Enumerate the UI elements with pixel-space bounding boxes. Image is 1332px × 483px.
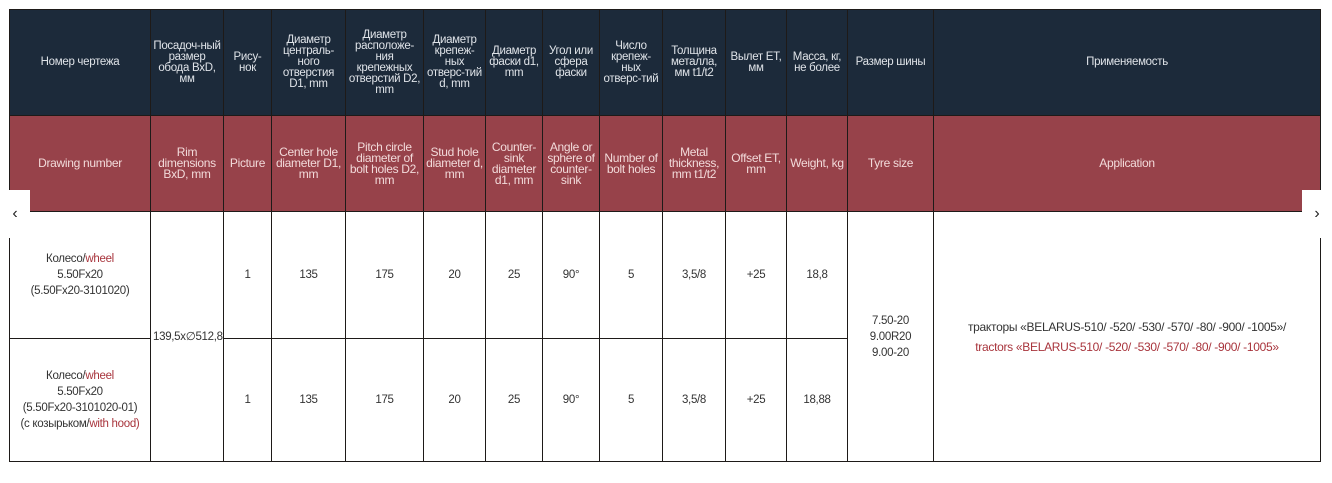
table-row: Колесо/wheel 5.50Fx20 (5.50Fx20-3101020-01…	[9, 338, 1321, 462]
header-en: Tyre size	[847, 115, 934, 212]
header-en: Stud hole diameter d, mm	[423, 115, 486, 212]
header-ru: Вылет ET, мм	[725, 9, 787, 116]
header-ru: Число крепеж-ных отверс-тий	[599, 9, 663, 116]
header-en: Counter-sink diameter d1, mm	[485, 115, 543, 212]
header-en: Angle or sphere of counter-sink	[542, 115, 600, 212]
application: тракторы «BELARUS-510/ -520/ -530/ -570/…	[933, 211, 1321, 462]
header-ru: Масса, кг, не более	[786, 9, 848, 116]
header-en: Drawing number	[9, 115, 151, 212]
stud-hole: 20	[423, 338, 486, 462]
pitch-circle: 175	[345, 338, 424, 462]
header-en: Weight, kg	[786, 115, 848, 212]
bolt-holes: 5	[599, 211, 663, 339]
scroll-left-button[interactable]: ‹	[0, 190, 30, 238]
header-ru: Толщина металла, мм t1/t2	[662, 9, 726, 116]
header-ru: Диаметр крепеж-ных отверс-тий d, mm	[423, 9, 486, 116]
rim-dimensions: 139,5x∅512,8	[150, 211, 224, 462]
tyre-size: 7.50-20 9.00R20 9.00-20	[847, 211, 934, 462]
drawing-number: Колесо/wheel 5.50Fx20 (5.50Fx20-3101020)	[9, 211, 151, 339]
angle: 90°	[542, 211, 600, 339]
picture: 1	[223, 211, 272, 339]
chevron-right-icon: ›	[1314, 205, 1320, 222]
header-en: Application	[933, 115, 1321, 212]
picture: 1	[223, 338, 272, 462]
header-ru: Рису-нок	[223, 9, 272, 116]
offset: +25	[725, 211, 787, 339]
header-ru: Размер шины	[847, 9, 934, 116]
offset: +25	[725, 338, 787, 462]
header-ru: Угол или сфера фаски	[542, 9, 600, 116]
angle: 90°	[542, 338, 600, 462]
center-hole: 135	[271, 211, 346, 339]
header-ru: Диаметр фаски d1, mm	[485, 9, 543, 116]
weight: 18,88	[786, 338, 848, 462]
countersink: 25	[485, 338, 543, 462]
header-en: Rim dimensions BxD, mm	[150, 115, 224, 212]
header-ru: Применяемость	[933, 9, 1321, 116]
thickness: 3,5/8	[662, 338, 726, 462]
bolt-holes: 5	[599, 338, 663, 462]
header-row-ru: Номер чертежа Посадоч-ный размер обода B…	[9, 9, 1321, 116]
center-hole: 135	[271, 338, 346, 462]
weight: 18,8	[786, 211, 848, 339]
header-en: Number of bolt holes	[599, 115, 663, 212]
thickness: 3,5/8	[662, 211, 726, 339]
header-ru: Диаметр централь-ного отверстия D1, mm	[271, 9, 346, 116]
header-en: Picture	[223, 115, 272, 212]
countersink: 25	[485, 211, 543, 339]
header-ru: Диаметр расположе-ния крепежных отверсти…	[345, 9, 424, 116]
scroll-right-button[interactable]: ›	[1302, 190, 1332, 238]
header-ru: Номер чертежа	[9, 9, 151, 116]
table-row: Колесо/wheel 5.50Fx20 (5.50Fx20-3101020) 1…	[9, 211, 1321, 462]
header-en: Metal thickness, mm t1/t2	[662, 115, 726, 212]
header-en: Offset ET, mm	[725, 115, 787, 212]
header-en: Center hole diameter D1, mm	[271, 115, 346, 212]
chevron-left-icon: ‹	[12, 205, 18, 222]
stud-hole: 20	[423, 211, 486, 339]
pitch-circle: 175	[345, 211, 424, 339]
header-en: Pitch circle diameter of bolt holes D2, …	[345, 115, 424, 212]
drawing-number: Колесо/wheel 5.50Fx20 (5.50Fx20-3101020-01…	[9, 338, 151, 462]
header-row-en: Drawing number Rim dimensions BxD, mm Pi…	[9, 115, 1321, 212]
header-ru: Посадоч-ный размер обода BxD, мм	[150, 9, 224, 116]
wheel-spec-table: Номер чертежа Посадоч-ный размер обода B…	[9, 9, 1321, 462]
